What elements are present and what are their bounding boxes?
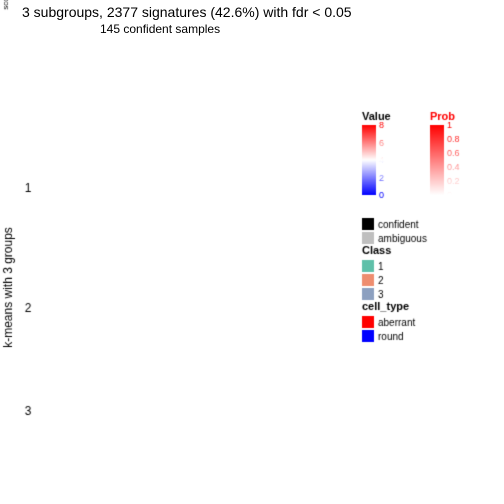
title-sub: 145 confident samples — [100, 22, 220, 36]
heatmap-canvas — [0, 0, 504, 504]
title-main: 3 subgroups, 2377 signatures (42.6%) wit… — [22, 4, 352, 20]
